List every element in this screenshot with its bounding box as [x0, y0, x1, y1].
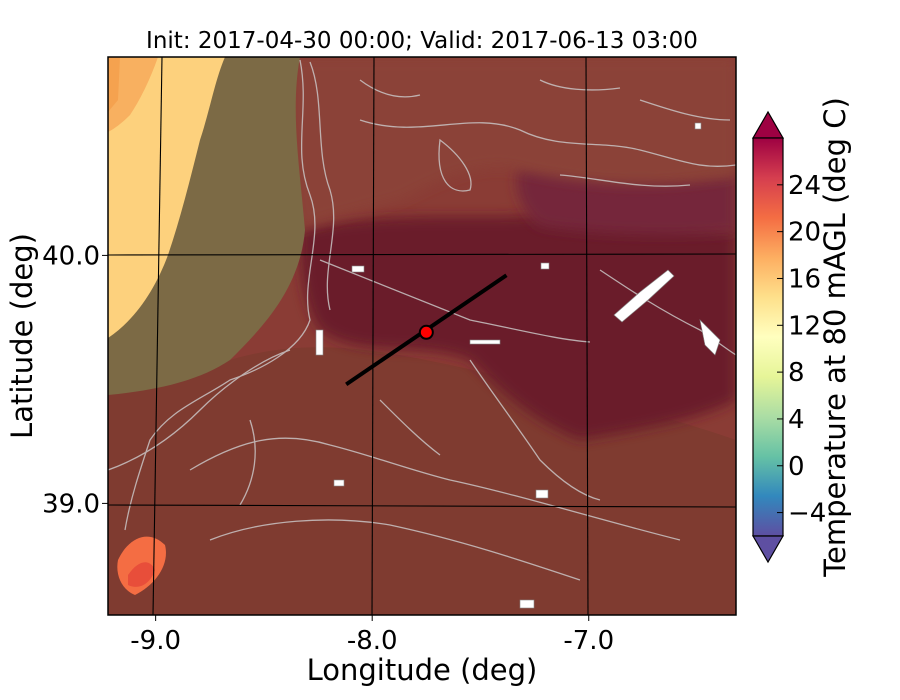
transect-overlay	[345, 273, 508, 387]
colorbar-body	[752, 137, 784, 537]
x-axis-ticks: -9.0 -8.0 -7.0	[130, 615, 614, 656]
y-tick-label: 40.0	[42, 241, 100, 271]
colorbar-extend-top	[751, 110, 785, 139]
y-axis-label: Latitude (deg)	[5, 233, 39, 439]
colorbar: −4 0 4 8 12 16 20 24	[751, 110, 826, 564]
colorbar-extend-bottom	[751, 535, 785, 564]
y-tick-label: 39.0	[42, 489, 100, 519]
x-tick-label: -8.0	[347, 626, 398, 656]
colorbar-tick-label: 0	[788, 452, 805, 482]
x-tick-label: -9.0	[130, 626, 181, 656]
colorbar-ticks: −4 0 4 8 12 16 20 24	[777, 171, 826, 529]
colorbar-tick-label: 12	[788, 311, 821, 341]
chart-title: Init: 2017-04-30 00:00; Valid: 2017-06-1…	[146, 28, 698, 54]
y-axis-ticks: 39.0 40.0	[42, 241, 108, 519]
colorbar-tick-label: 20	[788, 218, 821, 248]
graticule	[108, 57, 736, 615]
colorbar-tick-label: −4	[788, 499, 826, 529]
colorbar-tick-label: 16	[788, 264, 821, 294]
map-frame	[107, 56, 737, 616]
colorbar-label: Temperature at 80 mAGL (deg C)	[818, 97, 852, 578]
temperature-map	[108, 57, 736, 615]
colorbar-tick-label: 4	[788, 405, 805, 435]
x-axis-label: Longitude (deg)	[307, 653, 538, 687]
x-tick-label: -7.0	[563, 626, 614, 656]
site-marker	[418, 324, 434, 340]
colorbar-tick-label: 24	[788, 171, 821, 201]
colorbar-tick-label: 8	[788, 358, 805, 388]
